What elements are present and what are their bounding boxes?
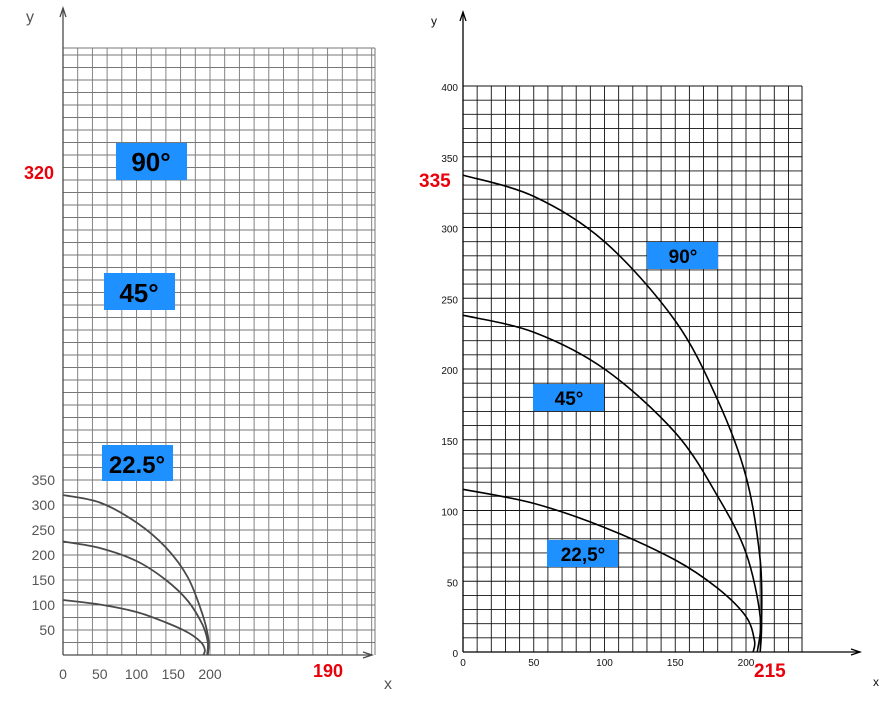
axes-right [459,9,863,656]
badge-45 [104,273,175,310]
legend-label-45: 45° [104,273,175,310]
x-tick-label: 100 [125,666,149,682]
series-right [462,174,763,653]
legend-label-22-5: 22,5° [547,540,618,567]
y-axis-arrow [459,9,467,22]
badge-22-5 [547,540,618,567]
x-tick-label: 0 [59,666,67,682]
badge-90-text: 90° [131,147,170,177]
x-tick-label: 100 [596,658,613,669]
badge-22-5-text: 22,5° [561,545,606,566]
tick-labels-left: 0 50 100 150 200 50 100 150 200 250 300 350 [32,472,222,682]
badge-22-5-text: 22.5° [109,452,165,479]
legend-label-90: 90° [647,242,718,269]
series-line-1 [462,174,763,653]
y-tick-label: 250 [32,522,56,538]
badge-90-text: 90° [669,247,698,268]
x-tick-label: 50 [528,658,540,669]
y-tick-label: 150 [441,437,458,448]
x-tick-label: 200 [198,666,222,682]
x-intercept-label: 215 [754,661,786,682]
x-tick-label: 200 [738,658,755,669]
y-tick-label: 400 [441,83,458,94]
y-tick-label: 200 [441,366,458,377]
series-line-3 [62,599,206,656]
y-tick-label: 300 [32,497,56,513]
y-tick-label: 50 [447,578,459,589]
x-axis-arrow [850,648,863,656]
y-tick-label: 100 [441,508,458,519]
series-left [62,494,210,656]
badge-45 [533,384,604,411]
y-tick-label: 200 [32,547,56,563]
y-tick-label: 300 [441,225,458,236]
badge-45-text: 45° [555,389,584,410]
y-axis-label: y [26,9,34,26]
chart-left: 0 50 100 150 200 50 100 150 200 250 300 350 y x 90°… [24,5,392,693]
y-axis-arrow [59,5,67,18]
x-tick-label: 50 [92,666,108,682]
tick-labels-right: 0 50 100 150 200 0 50 100 150 200 250 300 350 400 [441,83,754,669]
badge-22-5 [102,445,173,481]
y-tick-label: 350 [32,472,56,488]
x-tick-label: 150 [667,658,684,669]
y-tick-label: 0 [452,649,458,660]
y-tick-label: 100 [32,597,56,613]
axes-left [59,5,375,659]
legend-label-45: 45° [533,384,604,411]
chart-right: 0 50 100 150 200 0 50 100 150 200 250 300 350 400 y x… [419,9,879,689]
series-line-1 [62,494,210,656]
series-line-3 [462,488,756,653]
x-axis-label: x [873,675,879,689]
series-line-2 [62,540,209,656]
y-tick-label: 250 [441,295,458,306]
series-line-2 [462,314,762,653]
x-axis-label: x [384,676,392,693]
badge-45-text: 45° [119,278,158,308]
legend-label-90: 90° [116,143,187,180]
grid-left [63,47,376,655]
badge-90 [647,242,718,269]
y-tick-label: 350 [441,154,458,165]
x-tick-label: 150 [162,666,186,682]
y-intercept-label: 335 [419,171,451,192]
legend-label-22-5: 22.5° [102,445,173,481]
y-intercept-label: 320 [24,163,54,183]
x-axis-arrow [362,651,375,659]
x-intercept-label: 190 [313,661,343,681]
y-tick-label: 50 [39,622,55,638]
y-tick-label: 150 [32,572,56,588]
y-axis-label: y [431,14,437,28]
badge-90 [116,143,187,180]
x-tick-label: 0 [460,658,466,669]
